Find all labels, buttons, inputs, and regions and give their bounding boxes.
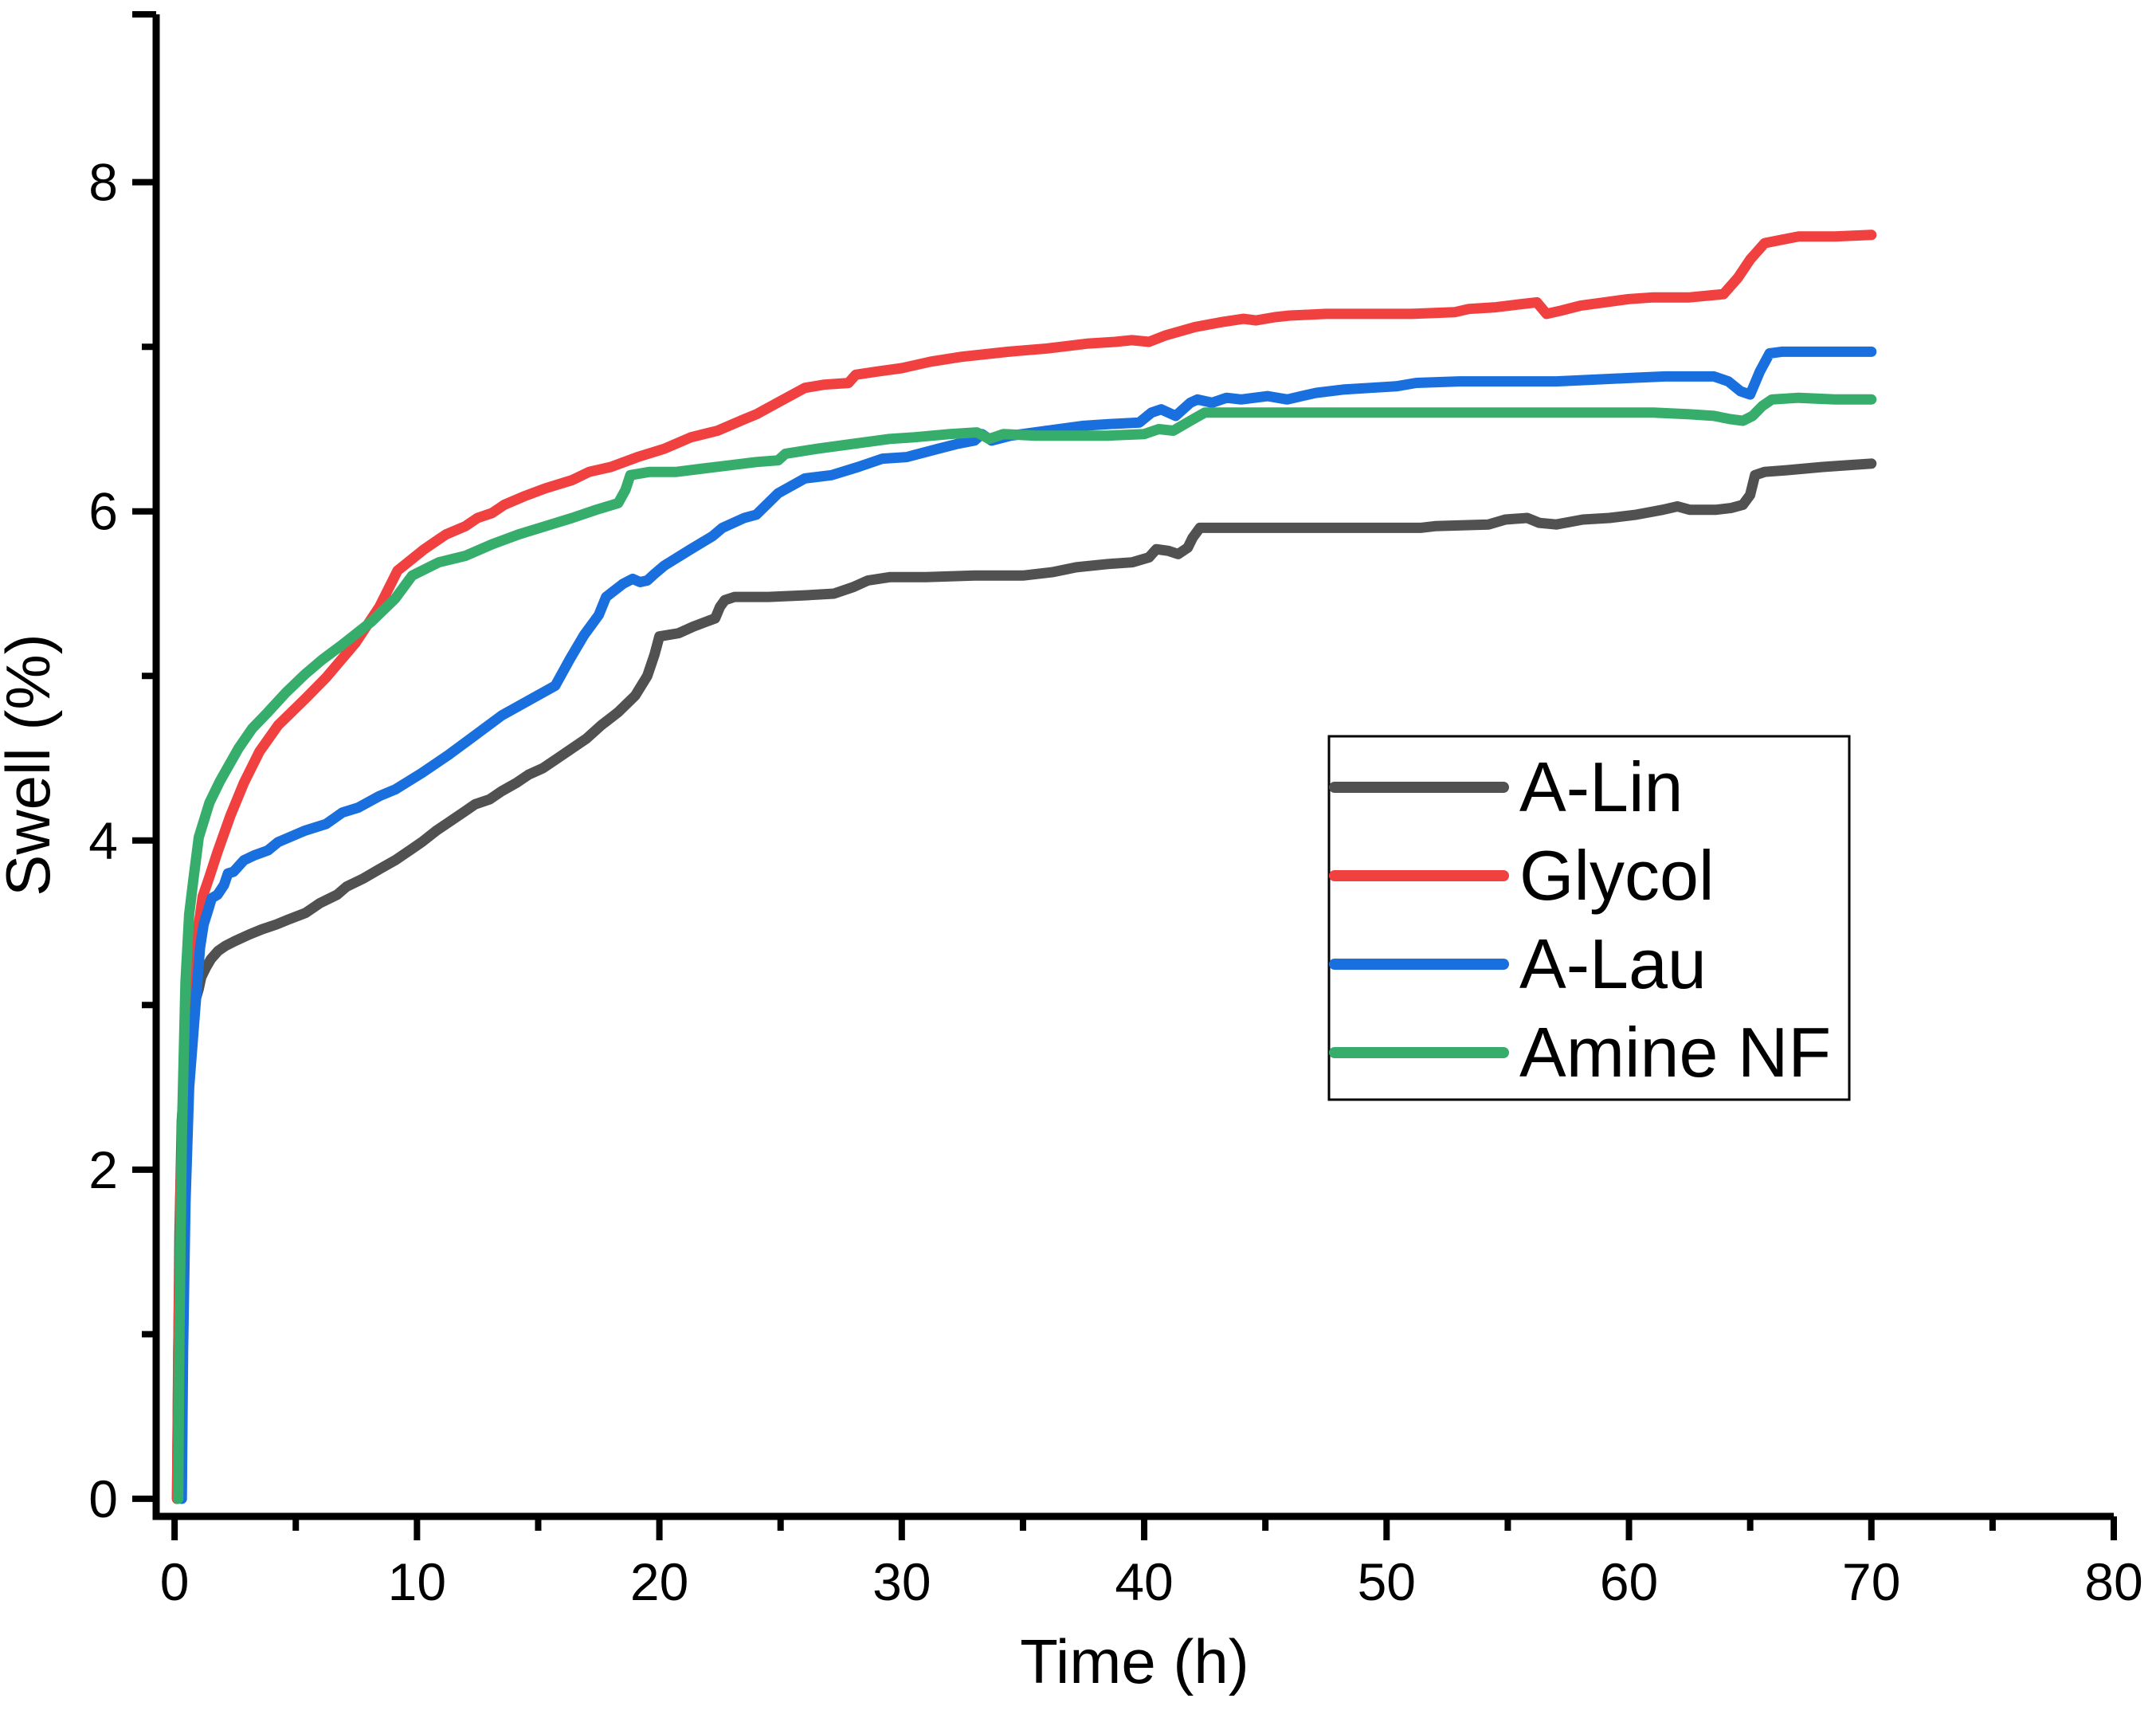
series-line-amine-nf: [173, 392, 1877, 1504]
legend-label-a-lin: A-Lin: [1519, 747, 1683, 826]
y-axis-title: Swell (%): [0, 633, 63, 896]
legend: A-Lin Glycol A-Lau Amine NF: [1327, 735, 1851, 1101]
x-axis-title: Time (h): [1020, 1626, 1249, 1696]
series-line-glycol: [171, 229, 1877, 1504]
y-tick-label: 0: [88, 1469, 118, 1528]
x-tick-label: 10: [388, 1552, 446, 1611]
series-lines: [171, 229, 1877, 1504]
x-tick-label: 60: [1600, 1552, 1658, 1611]
x-tick-label: 20: [630, 1552, 688, 1611]
legend-label-a-lau: A-Lau: [1519, 924, 1707, 1003]
series-line-a-lin: [171, 458, 1877, 1504]
x-tick-label: 40: [1115, 1552, 1173, 1611]
axes: 0 10 20 30 40 50 60 70 80 0 2 4 6 8: [88, 11, 2143, 1611]
y-tick-label: 6: [88, 482, 118, 541]
y-tick-label: 8: [88, 153, 118, 212]
x-tick-label: 30: [872, 1552, 931, 1611]
x-tick-label: 80: [2084, 1552, 2142, 1611]
x-tick-label: 0: [160, 1552, 190, 1611]
y-tick-label: 4: [88, 811, 118, 870]
legend-label-amine-nf: Amine NF: [1519, 1013, 1831, 1092]
x-tick-label: 50: [1358, 1552, 1416, 1611]
x-tick-label: 70: [1842, 1552, 1900, 1611]
y-tick-label: 2: [88, 1140, 118, 1199]
legend-label-glycol: Glycol: [1519, 836, 1715, 915]
legend-box: [1327, 735, 1851, 1101]
series-line-a-lau: [176, 346, 1877, 1504]
axis-spines: [152, 14, 2114, 1520]
